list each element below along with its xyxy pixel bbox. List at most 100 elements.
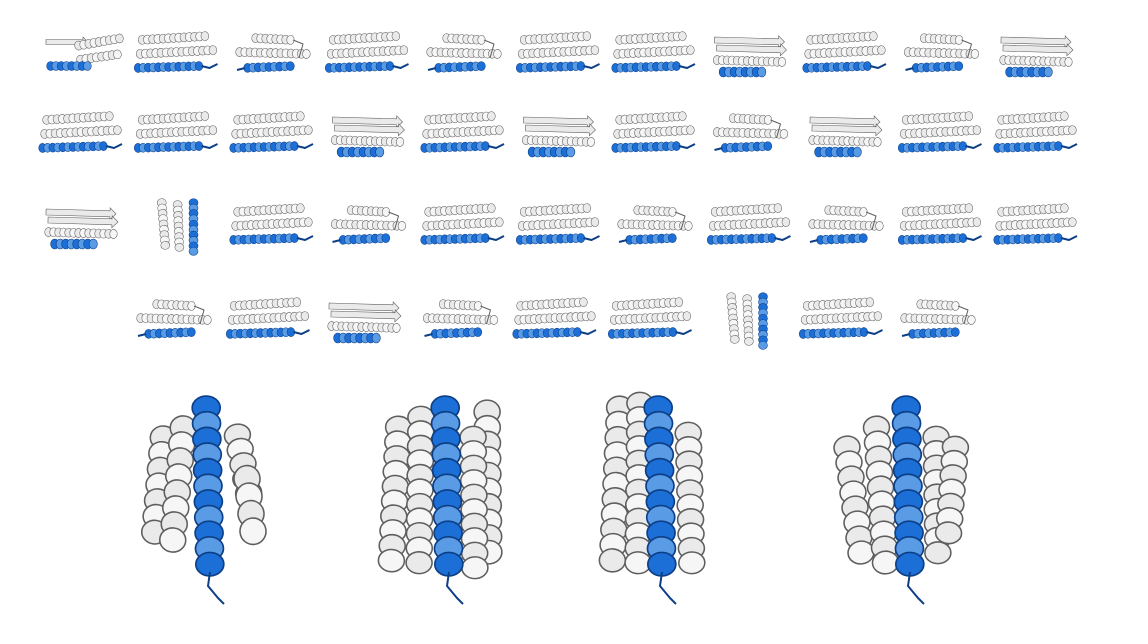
gray-helix <box>330 219 407 231</box>
structure-thumbnail <box>808 205 884 245</box>
loop <box>487 235 505 241</box>
structure-thumbnail <box>136 299 212 339</box>
blue-helix <box>911 61 964 73</box>
gray-helix <box>517 45 600 59</box>
loop <box>1060 143 1078 149</box>
gray-helix <box>136 313 212 325</box>
structure-thumbnail <box>712 113 789 153</box>
gray-helix <box>424 203 496 217</box>
blue-helix <box>908 327 960 339</box>
gray-helix <box>800 311 883 325</box>
loop <box>905 67 914 71</box>
blue-helix <box>434 61 486 73</box>
gray-helix <box>609 311 692 325</box>
structure-thumbnail <box>999 35 1074 78</box>
loop <box>583 63 600 69</box>
blue-helix <box>333 332 381 344</box>
gray-helix <box>227 311 310 325</box>
blue-helix <box>430 395 464 577</box>
gray-helix <box>251 33 295 45</box>
blue-helix <box>625 233 677 245</box>
gray-helix <box>158 415 198 553</box>
gray-helix <box>426 47 502 59</box>
beta-strand <box>330 309 402 323</box>
gray-helix <box>712 55 787 67</box>
blue-helix <box>718 66 767 78</box>
blue-helix <box>897 141 968 153</box>
structure-thumbnail <box>706 203 791 245</box>
gray-helix <box>995 217 1077 231</box>
loop <box>583 235 600 241</box>
structure-thumbnail <box>798 297 883 339</box>
structure-thumbnail <box>897 203 982 245</box>
gray-helix <box>330 135 405 147</box>
gray-helix <box>726 292 740 344</box>
loop <box>446 571 464 605</box>
blue-helix <box>336 146 385 158</box>
gray-helix <box>824 205 868 217</box>
large-structure <box>377 395 503 605</box>
gray-helix <box>422 217 504 231</box>
gray-helix <box>899 125 982 139</box>
gray-helix <box>808 135 882 147</box>
loop <box>678 63 696 69</box>
gray-helix <box>521 135 596 147</box>
gray-helix <box>233 111 305 125</box>
blue-helix <box>420 233 490 245</box>
loop <box>293 329 310 335</box>
beta-strand <box>716 43 787 57</box>
loop <box>392 63 409 69</box>
gray-helix <box>326 45 409 59</box>
gray-helix <box>74 33 124 51</box>
loop <box>480 305 491 325</box>
loop <box>866 329 883 335</box>
gray-helix <box>442 33 486 45</box>
gray-helix <box>231 217 313 231</box>
structure-thumbnail <box>611 111 696 153</box>
gray-helix <box>328 31 401 45</box>
structure-thumbnail <box>133 111 218 153</box>
loop <box>236 67 246 71</box>
blue-helix <box>430 327 483 339</box>
blue-helix <box>46 61 92 71</box>
gray-helix <box>42 111 114 125</box>
gray-helix <box>438 299 483 311</box>
structure-thumbnail <box>327 301 402 344</box>
blue-helix <box>527 146 576 158</box>
blue-helix <box>229 141 299 153</box>
gray-helix <box>422 125 504 139</box>
gray-helix <box>862 415 900 575</box>
structure-thumbnail <box>235 33 311 73</box>
loop <box>105 143 123 149</box>
loop <box>137 333 147 337</box>
gray-helix <box>231 125 313 139</box>
blue-helix <box>50 238 98 250</box>
structure-thumbnail <box>512 297 597 339</box>
loop <box>675 329 692 335</box>
loop <box>207 571 225 605</box>
loop <box>424 333 433 337</box>
loop <box>201 143 218 149</box>
gray-helix <box>617 219 693 231</box>
gray-helix <box>44 227 118 239</box>
gray-helix <box>233 464 267 546</box>
structure-thumbnail <box>617 205 693 245</box>
gray-helix <box>422 313 499 325</box>
blue-helix <box>607 327 678 339</box>
blue-helix <box>229 233 299 245</box>
gray-helix <box>233 203 305 217</box>
structure-thumbnail <box>420 203 505 245</box>
gray-helix <box>633 205 677 217</box>
blue-helix <box>802 61 872 73</box>
structure-thumbnail <box>225 297 310 339</box>
loop <box>865 211 877 231</box>
structure-thumbnail <box>802 31 887 73</box>
gray-helix <box>808 219 884 231</box>
gray-helix <box>613 45 695 59</box>
loop <box>296 143 314 149</box>
structure-thumbnail <box>903 33 980 73</box>
structure-thumbnail <box>515 203 600 245</box>
large-structure <box>140 395 267 605</box>
blue-helix <box>720 141 773 153</box>
